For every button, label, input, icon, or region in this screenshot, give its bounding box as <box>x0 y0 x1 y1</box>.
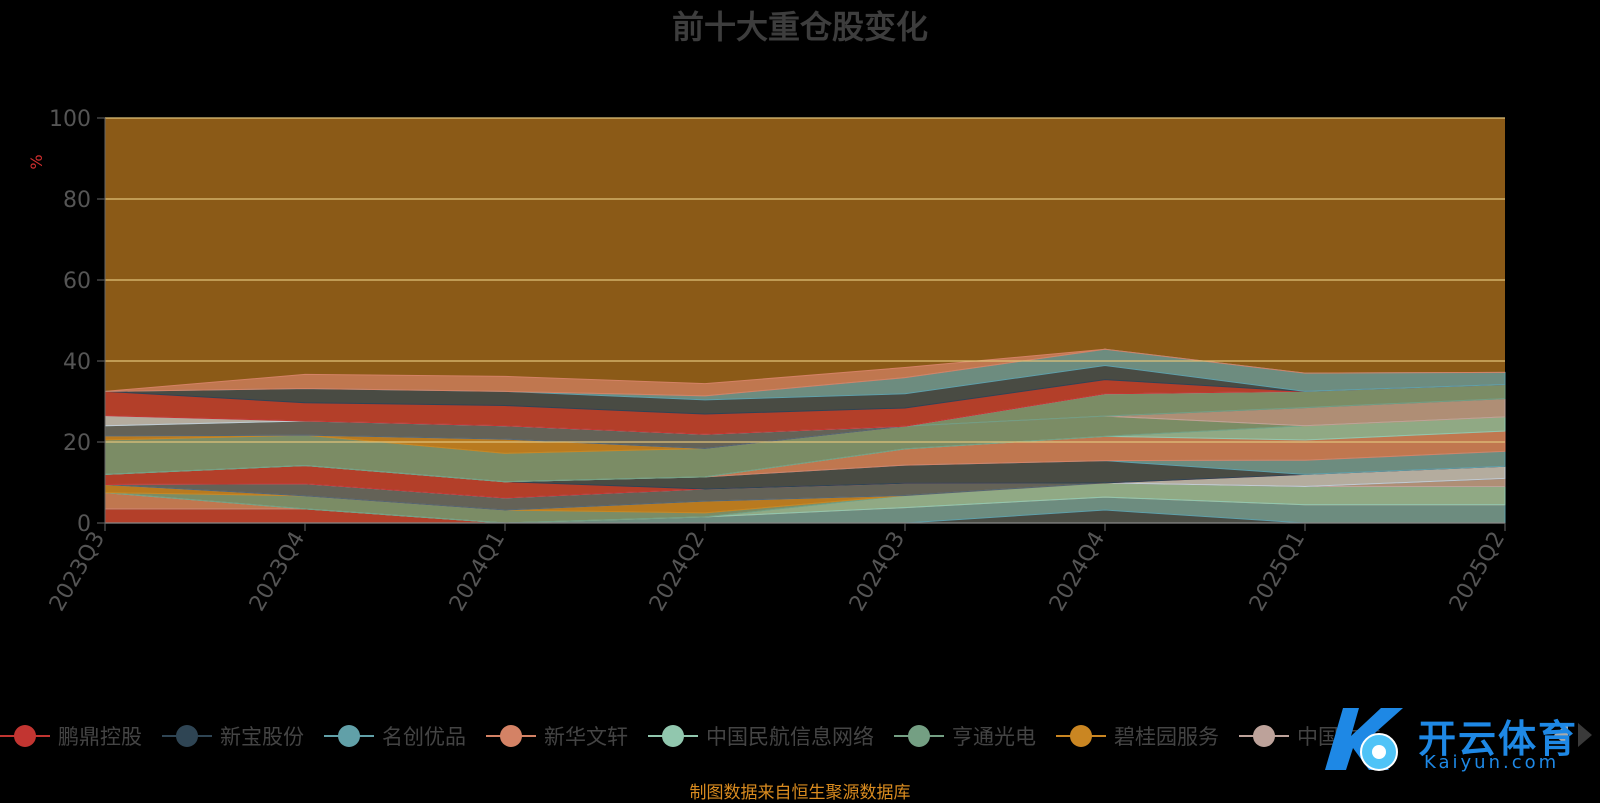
x-tick-label: 2025Q2 <box>1445 528 1510 616</box>
legend-label: 新宝股份 <box>220 725 304 749</box>
legend-label: 鹏鼎控股 <box>58 725 142 749</box>
legend-label: 新华文轩 <box>544 725 628 749</box>
data-source-note: 制图数据来自恒生聚源数据库 <box>689 783 911 803</box>
legend-marker-icon <box>162 724 212 748</box>
legend-next-icon[interactable] <box>1578 723 1592 747</box>
y-tick-label: 60 <box>63 269 91 294</box>
x-tick-label: 2024Q4 <box>1045 528 1110 616</box>
y-axis-label: % <box>27 154 46 169</box>
legend-marker-icon <box>648 724 698 748</box>
plot-area <box>104 118 1506 524</box>
legend-item[interactable]: 名创优品 <box>324 721 466 751</box>
chart-title: 前十大重仓股变化 <box>671 8 928 46</box>
x-tick-label: 2024Q1 <box>445 528 510 616</box>
watermark: 开云体育 Kaiyun.com <box>1310 700 1600 780</box>
x-tick-label: 2024Q3 <box>845 528 910 616</box>
y-tick-label: 0 <box>77 512 91 537</box>
legend-item[interactable]: 中国民航信息网络 <box>648 721 874 751</box>
x-tick-label: 2025Q1 <box>1245 528 1310 616</box>
legend-item[interactable]: 碧桂园服务 <box>1056 721 1219 751</box>
x-tick-label: 2023Q4 <box>245 528 310 616</box>
legend-marker-icon <box>1239 724 1289 748</box>
legend-pager <box>1554 723 1592 747</box>
legend-item[interactable]: 亨通光电 <box>894 721 1036 751</box>
legend-item[interactable]: 鹏鼎控股 <box>0 721 142 751</box>
legend-marker-icon <box>0 724 50 748</box>
y-tick-label: 100 <box>49 107 91 132</box>
legend-label: 名创优品 <box>382 725 466 749</box>
legend-prev-icon[interactable] <box>1554 723 1568 747</box>
legend-marker-icon <box>894 724 944 748</box>
legend-marker-icon <box>1056 724 1106 748</box>
legend-marker-icon <box>486 724 536 748</box>
x-tick-label: 2023Q3 <box>45 528 110 616</box>
legend-item[interactable]: 新华文轩 <box>486 721 628 751</box>
legend-label: 亨通光电 <box>952 725 1036 749</box>
grid-lines <box>105 117 1505 524</box>
legend-label: 中国民航信息网络 <box>706 725 874 749</box>
kaiyun-logo-icon <box>1325 708 1403 771</box>
legend-item[interactable]: 新宝股份 <box>162 721 304 751</box>
x-tick-label: 2024Q2 <box>645 528 710 616</box>
watermark-subtext: Kaiyun.com <box>1424 752 1560 773</box>
y-tick-label: 80 <box>63 188 91 213</box>
watermark-text: 开云体育 <box>1418 717 1579 761</box>
area-series-25 <box>104 348 1506 397</box>
legend-marker-icon <box>324 724 374 748</box>
legend-label: 碧桂园服务 <box>1114 725 1219 749</box>
y-tick-label: 20 <box>63 431 91 456</box>
y-tick-label: 40 <box>63 350 91 375</box>
